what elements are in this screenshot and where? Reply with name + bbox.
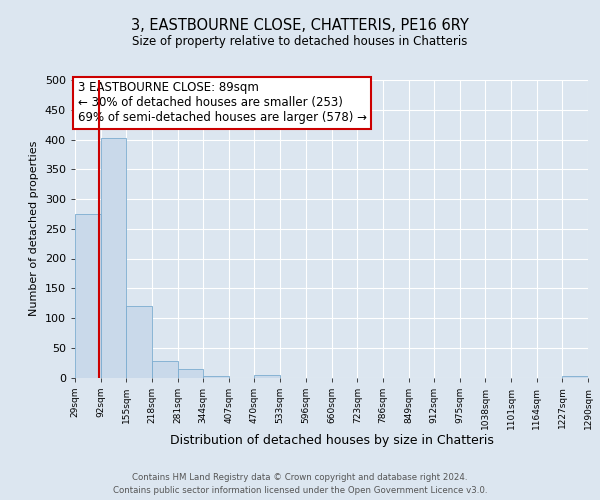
- Bar: [562, 376, 588, 378]
- Bar: [126, 306, 152, 378]
- Bar: [203, 376, 229, 378]
- X-axis label: Distribution of detached houses by size in Chatteris: Distribution of detached houses by size …: [170, 434, 493, 447]
- Text: Contains public sector information licensed under the Open Government Licence v3: Contains public sector information licen…: [113, 486, 487, 495]
- Bar: [178, 369, 203, 378]
- Bar: [152, 362, 178, 378]
- Text: Contains HM Land Registry data © Crown copyright and database right 2024.: Contains HM Land Registry data © Crown c…: [132, 472, 468, 482]
- Text: Size of property relative to detached houses in Chatteris: Size of property relative to detached ho…: [133, 35, 467, 48]
- Bar: [254, 375, 280, 378]
- Text: 3 EASTBOURNE CLOSE: 89sqm
← 30% of detached houses are smaller (253)
69% of semi: 3 EASTBOURNE CLOSE: 89sqm ← 30% of detac…: [77, 82, 367, 124]
- Text: 3, EASTBOURNE CLOSE, CHATTERIS, PE16 6RY: 3, EASTBOURNE CLOSE, CHATTERIS, PE16 6RY: [131, 18, 469, 32]
- Y-axis label: Number of detached properties: Number of detached properties: [29, 141, 39, 316]
- Bar: [75, 214, 101, 378]
- Bar: [101, 138, 126, 378]
